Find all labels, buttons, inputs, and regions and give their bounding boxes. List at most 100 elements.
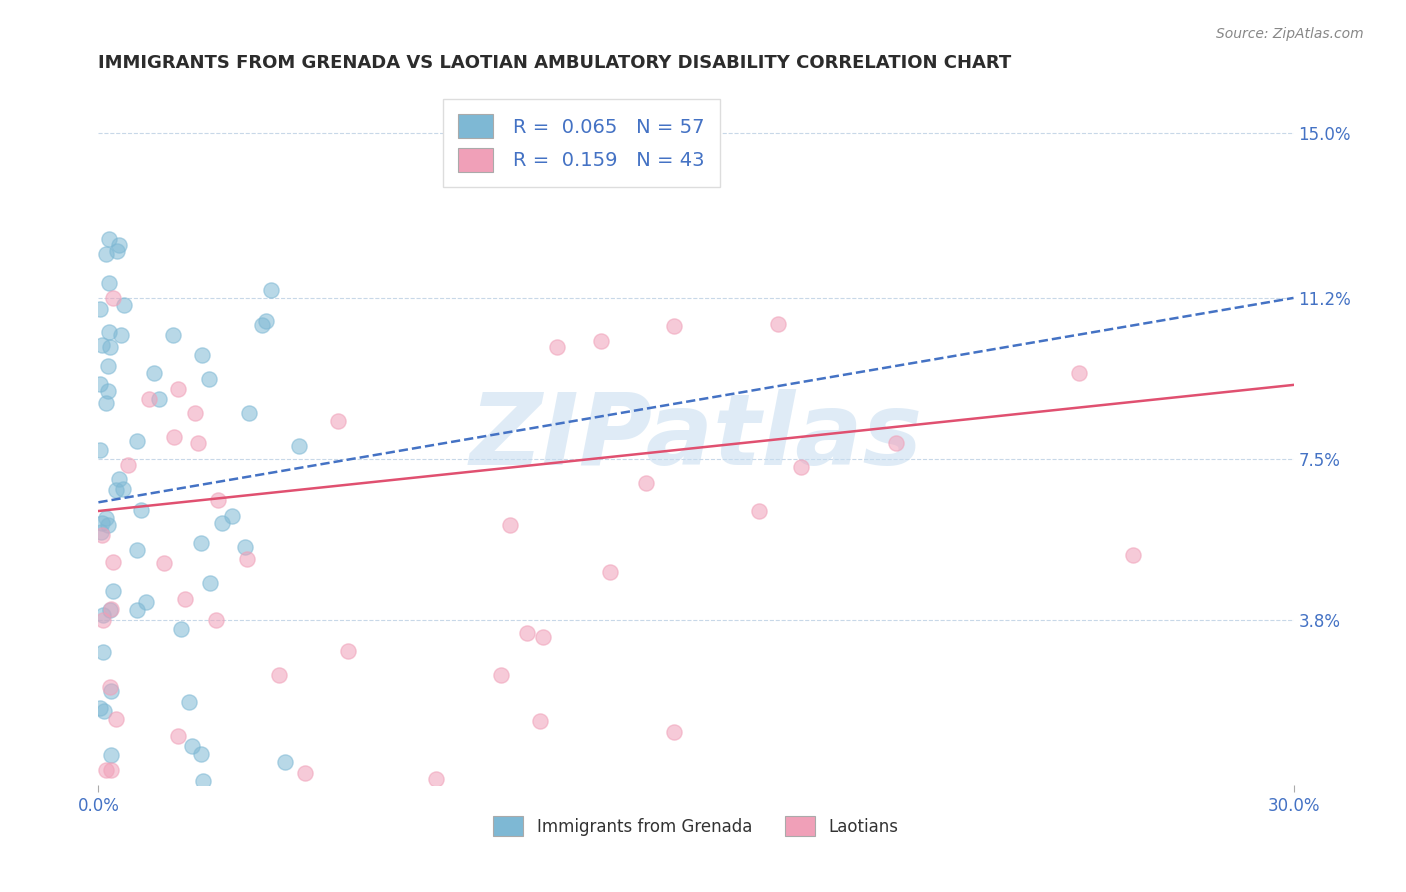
Point (93, 645, 115, 659)
Point (269, 667, 291, 681)
Point (100, 763, 122, 777)
Point (599, 566, 621, 580)
Point (98, 232, 121, 246)
Point (233, 541, 256, 555)
Point (425, 772, 447, 786)
Point (336, 643, 359, 657)
Point (238, 406, 260, 420)
Point (89, 442, 111, 457)
Point (91, 516, 114, 531)
Point (148, 392, 170, 406)
Legend: Immigrants from Grenada, Laotians: Immigrants from Grenada, Laotians (484, 805, 908, 847)
Point (101, 555, 124, 569)
Point (1069, 366, 1091, 380)
Point (100, 602, 122, 616)
Point (294, 766, 316, 780)
Point (166, 729, 188, 743)
Point (197, 372, 219, 386)
Point (236, 552, 259, 566)
Point (143, 367, 166, 381)
Point (173, 592, 195, 607)
Point (790, 459, 813, 474)
Point (884, 435, 907, 450)
Point (105, 712, 128, 726)
Point (193, 773, 215, 788)
Point (162, 327, 184, 342)
Point (274, 755, 297, 769)
Point (664, 724, 686, 739)
Point (153, 556, 176, 570)
Point (198, 576, 221, 591)
Point (191, 348, 214, 362)
Point (205, 613, 228, 627)
Point (108, 237, 131, 252)
Point (91, 338, 114, 352)
Point (748, 504, 770, 518)
Point (97, 359, 120, 373)
Point (181, 739, 204, 753)
Point (111, 482, 134, 496)
Text: IMMIGRANTS FROM GRENADA VS LAOTIAN AMBULATORY DISABILITY CORRELATION CHART: IMMIGRANTS FROM GRENADA VS LAOTIAN AMBUL… (98, 54, 1012, 72)
Point (634, 476, 657, 491)
Point (187, 436, 209, 450)
Point (190, 747, 212, 761)
Text: Source: ZipAtlas.com: Source: ZipAtlas.com (1216, 27, 1364, 41)
Point (91, 528, 114, 542)
Point (498, 517, 520, 532)
Point (221, 508, 243, 523)
Point (100, 684, 122, 698)
Point (91, 608, 114, 623)
Point (97, 326, 120, 340)
Point (546, 340, 568, 354)
Point (125, 603, 148, 617)
Point (112, 298, 135, 312)
Point (288, 439, 311, 453)
Text: ZIPatlas: ZIPatlas (470, 389, 922, 485)
Point (135, 594, 157, 608)
Point (531, 630, 554, 644)
Point (768, 318, 790, 332)
Point (125, 434, 148, 449)
Point (489, 668, 512, 682)
Point (105, 483, 128, 497)
Point (662, 318, 685, 333)
Point (91, 613, 114, 627)
Point (97, 384, 120, 399)
Point (529, 714, 551, 728)
Point (190, 536, 212, 550)
Point (96, 764, 118, 778)
Point (170, 622, 193, 636)
Point (101, 291, 124, 305)
Point (129, 503, 152, 517)
Point (94, 396, 117, 410)
Point (98, 680, 121, 694)
Point (125, 543, 148, 558)
Point (591, 334, 613, 348)
Point (105, 244, 128, 258)
Point (207, 493, 229, 508)
Point (94, 247, 117, 261)
Point (211, 516, 233, 530)
Point (138, 392, 160, 407)
Point (250, 318, 273, 333)
Point (110, 327, 132, 342)
Point (93, 704, 115, 718)
Point (97, 517, 120, 532)
Point (98, 277, 121, 291)
Point (163, 430, 186, 444)
Point (101, 583, 124, 598)
Point (254, 314, 277, 328)
Point (98, 603, 121, 617)
Point (117, 458, 139, 472)
Point (177, 695, 200, 709)
Point (89, 700, 111, 714)
Point (516, 626, 538, 640)
Point (90, 524, 112, 539)
Point (1122, 548, 1144, 562)
Point (107, 472, 129, 486)
Point (98, 340, 121, 354)
Point (326, 414, 349, 428)
Point (260, 283, 283, 297)
Point (89, 376, 111, 391)
Point (100, 747, 122, 762)
